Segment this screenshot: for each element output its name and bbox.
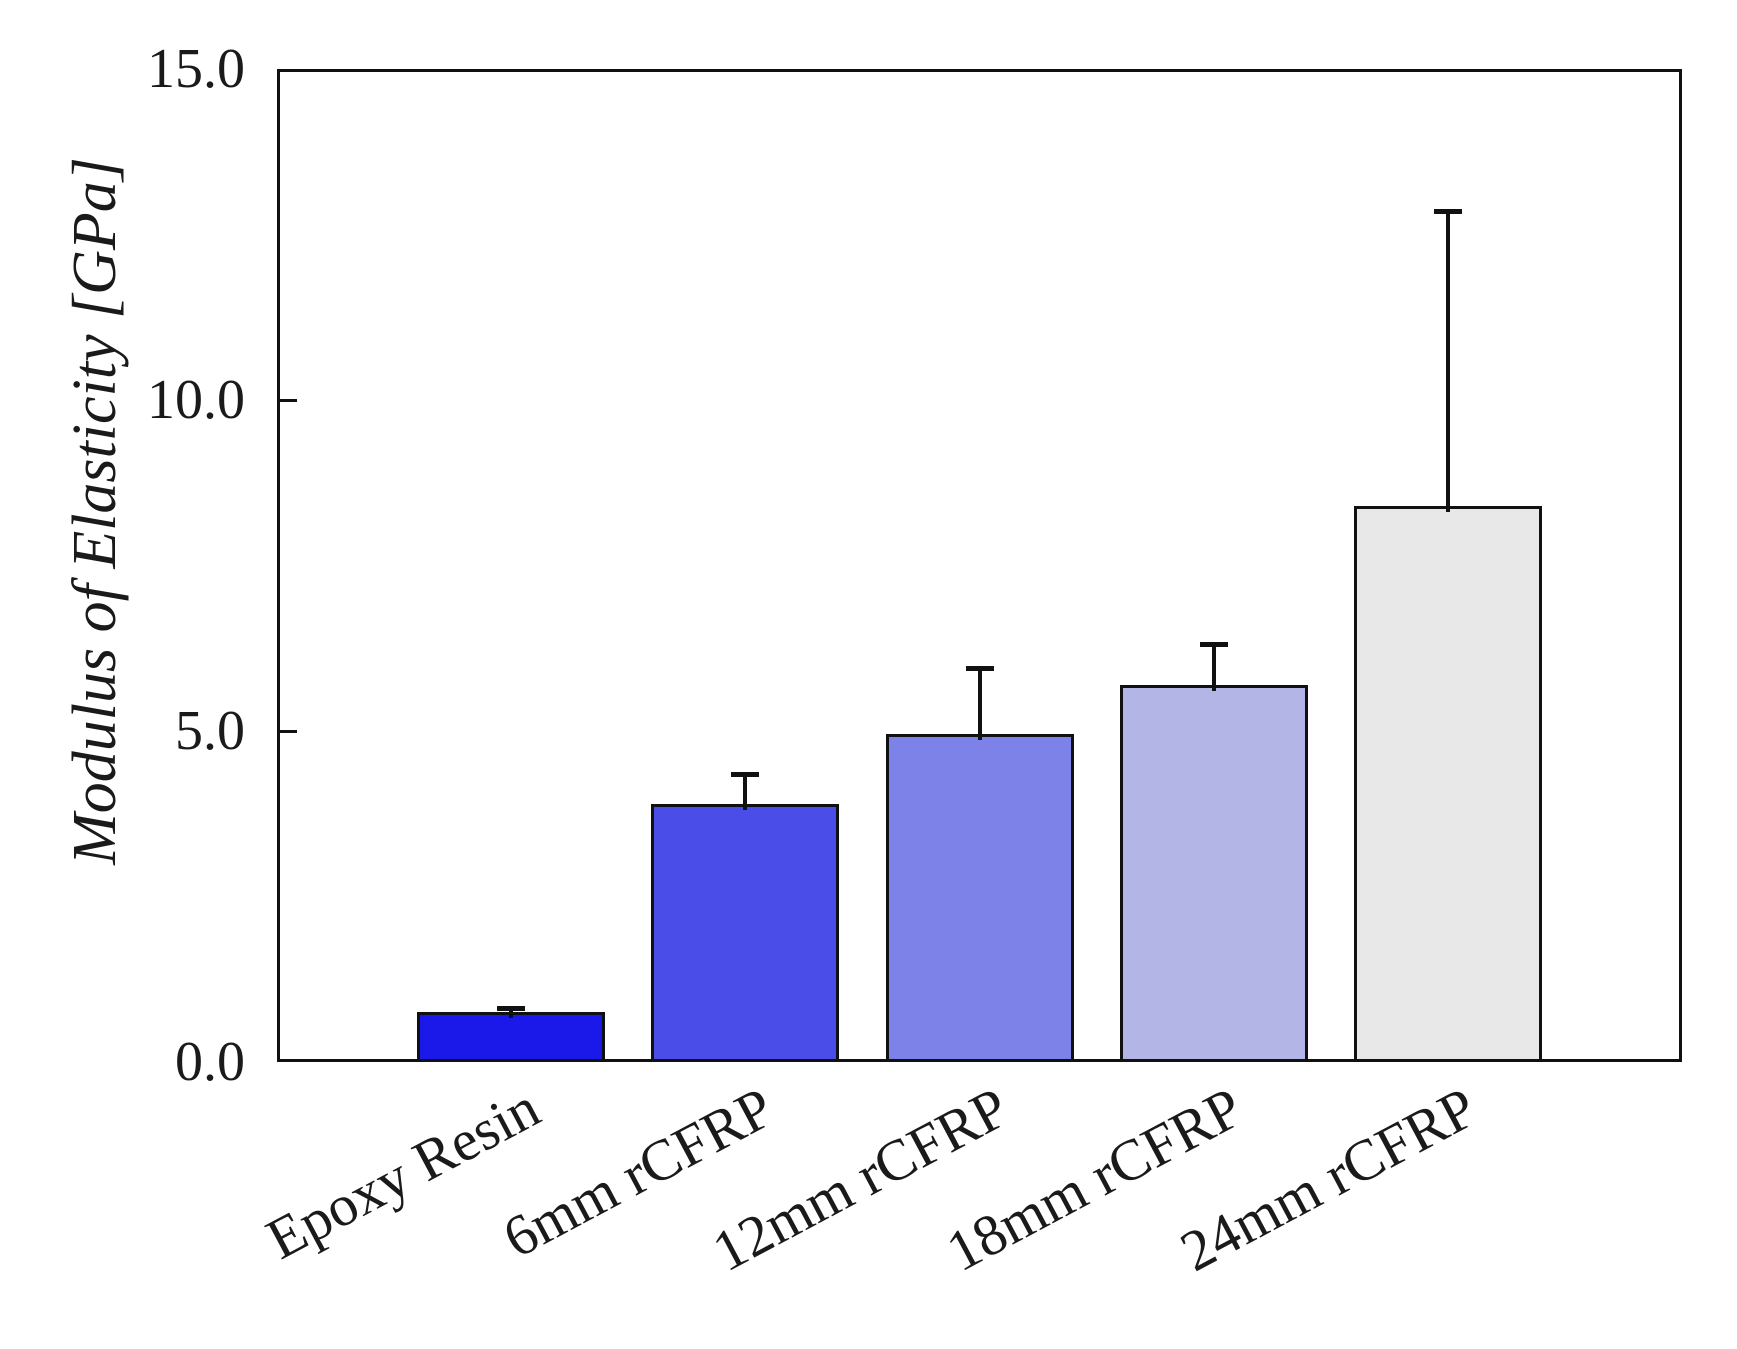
bar-18mm-rcfrp — [1119, 684, 1308, 1062]
bar-12mm-rcfrp — [885, 734, 1074, 1062]
bar-epoxy-resin — [417, 1012, 606, 1062]
error-bar-line — [1211, 644, 1216, 691]
y-tick-mark — [280, 398, 297, 402]
error-bar-cap — [1433, 208, 1462, 214]
x-tick-label: Epoxy Resin — [256, 1074, 550, 1272]
error-bar-line — [977, 668, 982, 741]
error-bar-cap — [497, 1005, 526, 1011]
y-tick-label: 10.0 — [147, 369, 245, 431]
error-bar-cap — [1199, 642, 1228, 648]
bar-24mm-rcfrp — [1353, 505, 1542, 1062]
error-bar-cap — [731, 771, 760, 777]
y-tick-mark — [280, 729, 297, 733]
error-bar-line — [1445, 211, 1450, 512]
y-tick-label: 5.0 — [175, 700, 245, 762]
y-tick-label: 0.0 — [175, 1031, 245, 1093]
y-tick-label: 15.0 — [147, 38, 245, 100]
error-bar-line — [743, 774, 748, 810]
error-bar-line — [509, 1008, 514, 1019]
error-bar-cap — [965, 665, 994, 671]
bar-6mm-rcfrp — [651, 803, 840, 1062]
